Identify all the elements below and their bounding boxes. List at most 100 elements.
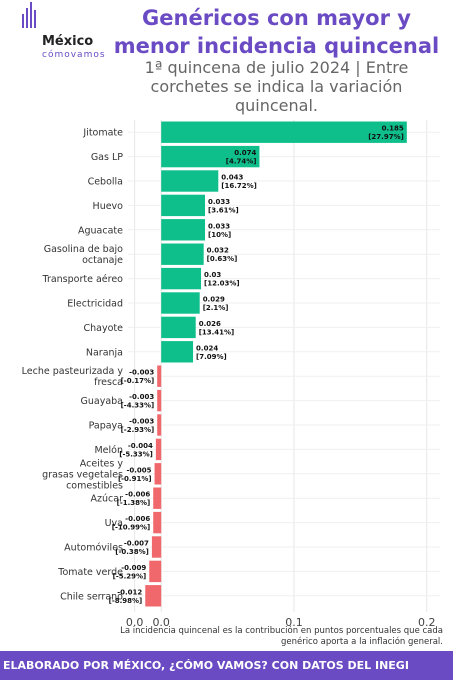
chart-title-line: menor incidencia quincenal xyxy=(113,34,440,58)
logo-word: México xyxy=(42,34,94,49)
variation-label: [27.97%] xyxy=(368,133,404,141)
variation-label: [-1.38%] xyxy=(117,499,151,507)
variation-label: [-5.33%] xyxy=(119,450,153,458)
category-label-line: Jitomate xyxy=(82,128,123,139)
variation-label: [3.61%] xyxy=(208,206,239,214)
data-label: 0.033 xyxy=(208,222,230,230)
data-label: -0.005 xyxy=(127,466,152,474)
data-label: 0.03 xyxy=(204,271,221,279)
bar xyxy=(161,145,260,168)
category-label-line: Tomate verde xyxy=(57,567,123,578)
x-tick-label: 0.2 xyxy=(418,616,436,626)
bar xyxy=(161,292,200,314)
variation-label: [-0.91%] xyxy=(118,475,152,483)
category-label-line: Aceites y xyxy=(80,458,124,469)
category-label: Leche pasteurizada y fresca xyxy=(22,366,124,388)
data-label: -0.004 xyxy=(128,442,153,450)
category-label: Cebolla xyxy=(88,177,123,188)
x-tick-label: 0.0 xyxy=(126,616,144,626)
category-label: Transporte aéreo xyxy=(42,274,124,285)
category-label: Chayote xyxy=(84,323,124,334)
bar xyxy=(153,511,162,534)
variation-label: [-0.17%] xyxy=(121,377,155,385)
variation-label: [-5.29%] xyxy=(113,572,147,580)
chart-subtitle: 1ª quincena de julio 2024 | Entre corche… xyxy=(100,58,453,115)
bar-chart: Jitomate 0.185[27.97%] Gas LP 0.074[4.74%] C… xyxy=(22,120,440,626)
category-label-line: Guayaba xyxy=(81,396,124,407)
category-label: Tomate verde xyxy=(57,567,123,578)
bar xyxy=(155,438,162,461)
chart-title: Genéricos con mayor y menor incidencia q… xyxy=(100,4,453,60)
category-label-line: Gasolina de bajo xyxy=(44,244,123,255)
chart-subtitle-line: 1ª quincena de julio 2024 | Entre xyxy=(144,58,409,77)
category-label: Guayaba xyxy=(81,396,124,407)
category-label-line: Uva xyxy=(105,518,123,529)
category-label-line: Azúcar xyxy=(91,494,124,505)
bar xyxy=(157,365,162,387)
data-label: -0.003 xyxy=(129,369,154,377)
category-label-line: grasas vegetales xyxy=(42,469,123,480)
variation-label: [12.03%] xyxy=(204,280,240,288)
bar xyxy=(161,121,407,143)
data-label: -0.009 xyxy=(121,564,146,572)
category-label-line: octanaje xyxy=(82,255,123,266)
footer-banner: ELABORADO POR MÉXICO, ¿CÓMO VAMOS? CON D… xyxy=(0,651,453,680)
data-label: 0.029 xyxy=(203,296,225,304)
bar xyxy=(161,194,206,217)
category-label: Gas LP xyxy=(91,152,123,163)
variation-label: [0.63%] xyxy=(207,255,238,263)
variation-label: [4.74%] xyxy=(226,158,257,166)
category-label: Electricidad xyxy=(67,299,123,310)
bar xyxy=(157,414,162,436)
category-label: Jitomate xyxy=(82,128,123,139)
category-label: Uva xyxy=(105,518,123,529)
data-label: -0.006 xyxy=(125,491,150,499)
category-label: Naranja xyxy=(86,347,123,358)
category-label-line: Melón xyxy=(94,445,123,456)
variation-label: [16.72%] xyxy=(221,182,257,190)
chart-subtitle-line: quincenal. xyxy=(235,96,318,115)
category-label-line: Papaya xyxy=(89,421,123,432)
category-label: Melón xyxy=(94,445,123,456)
logo: México cómovamos xyxy=(22,2,117,66)
category-label: Chile serrano xyxy=(60,591,123,602)
bar xyxy=(145,585,162,607)
category-label-line: Huevo xyxy=(93,201,124,212)
bar xyxy=(161,243,204,265)
data-label: -0.007 xyxy=(124,540,149,548)
category-label: Huevo xyxy=(93,201,124,212)
variation-label: [-4.33%] xyxy=(121,402,155,410)
variation-label: [10%] xyxy=(208,231,231,239)
category-label-line: Transporte aéreo xyxy=(42,274,124,285)
data-label: -0.012 xyxy=(117,588,142,596)
category-label-line: Electricidad xyxy=(67,299,123,310)
chart-caption: La incidencia quincenal es la contribuci… xyxy=(120,626,443,647)
category-label: Automóviles xyxy=(64,543,123,554)
bar xyxy=(161,170,219,192)
variation-label: [-0.38%] xyxy=(115,548,149,556)
data-label: -0.003 xyxy=(129,393,154,401)
chart-subtitle-line: corchetes se indica la variación xyxy=(150,77,403,96)
data-label: 0.185 xyxy=(382,125,404,133)
x-tick-label: 0.0 xyxy=(152,616,170,626)
data-label: 0.033 xyxy=(208,198,230,206)
bar xyxy=(161,219,206,241)
variation-label: [-8.98%] xyxy=(109,597,143,605)
data-label: 0.024 xyxy=(196,344,218,352)
category-label-line: Naranja xyxy=(86,347,123,358)
data-label: -0.006 xyxy=(125,515,150,523)
category-label-line: Gas LP xyxy=(91,152,123,163)
category-label-line: Chayote xyxy=(84,323,124,334)
bar xyxy=(154,463,162,485)
category-label: Gasolina de bajo octanaje xyxy=(44,244,123,266)
x-tick-label: 0.1 xyxy=(285,616,303,626)
bar xyxy=(149,560,162,583)
data-label: 0.043 xyxy=(221,174,243,182)
bar xyxy=(157,389,162,412)
variation-label: [-10.99%] xyxy=(112,524,150,532)
category-label-line: Automóviles xyxy=(64,543,123,554)
bar xyxy=(153,487,162,509)
category-label: Aguacate xyxy=(78,225,123,236)
bar xyxy=(161,341,194,363)
category-label-line: Aguacate xyxy=(78,225,123,236)
